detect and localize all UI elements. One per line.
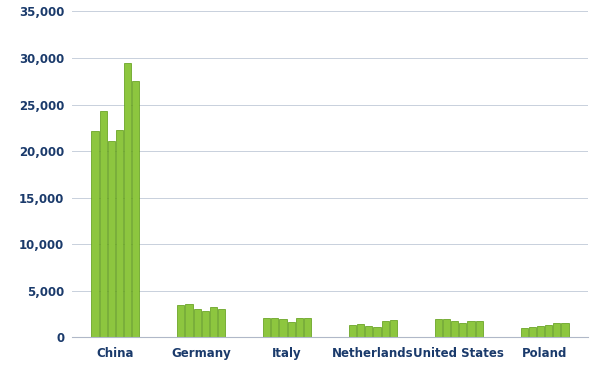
Bar	[349, 325, 356, 337]
Bar	[382, 321, 389, 337]
Bar	[553, 323, 560, 337]
Bar	[210, 307, 217, 337]
Bar	[537, 326, 544, 337]
Bar	[280, 319, 287, 337]
Bar	[116, 129, 123, 337]
Bar	[185, 304, 193, 337]
Bar	[296, 318, 303, 337]
Bar	[545, 325, 552, 337]
Bar	[435, 319, 442, 337]
Bar	[194, 309, 201, 337]
Bar	[443, 319, 450, 337]
Bar	[529, 327, 536, 337]
Bar	[304, 318, 311, 337]
Bar	[365, 326, 373, 337]
Bar	[218, 309, 225, 337]
Bar	[108, 141, 115, 337]
Bar	[124, 63, 131, 337]
Bar	[263, 318, 270, 337]
Bar	[451, 321, 458, 337]
Bar	[177, 305, 184, 337]
Bar	[132, 81, 139, 337]
Bar	[91, 131, 98, 337]
Bar	[100, 111, 107, 337]
Bar	[357, 324, 364, 337]
Bar	[476, 321, 483, 337]
Bar	[459, 323, 466, 337]
Bar	[287, 322, 295, 337]
Bar	[562, 323, 569, 337]
Bar	[202, 311, 209, 337]
Bar	[467, 321, 475, 337]
Bar	[271, 318, 278, 337]
Bar	[390, 320, 397, 337]
Bar	[373, 327, 380, 337]
Bar	[521, 328, 528, 337]
